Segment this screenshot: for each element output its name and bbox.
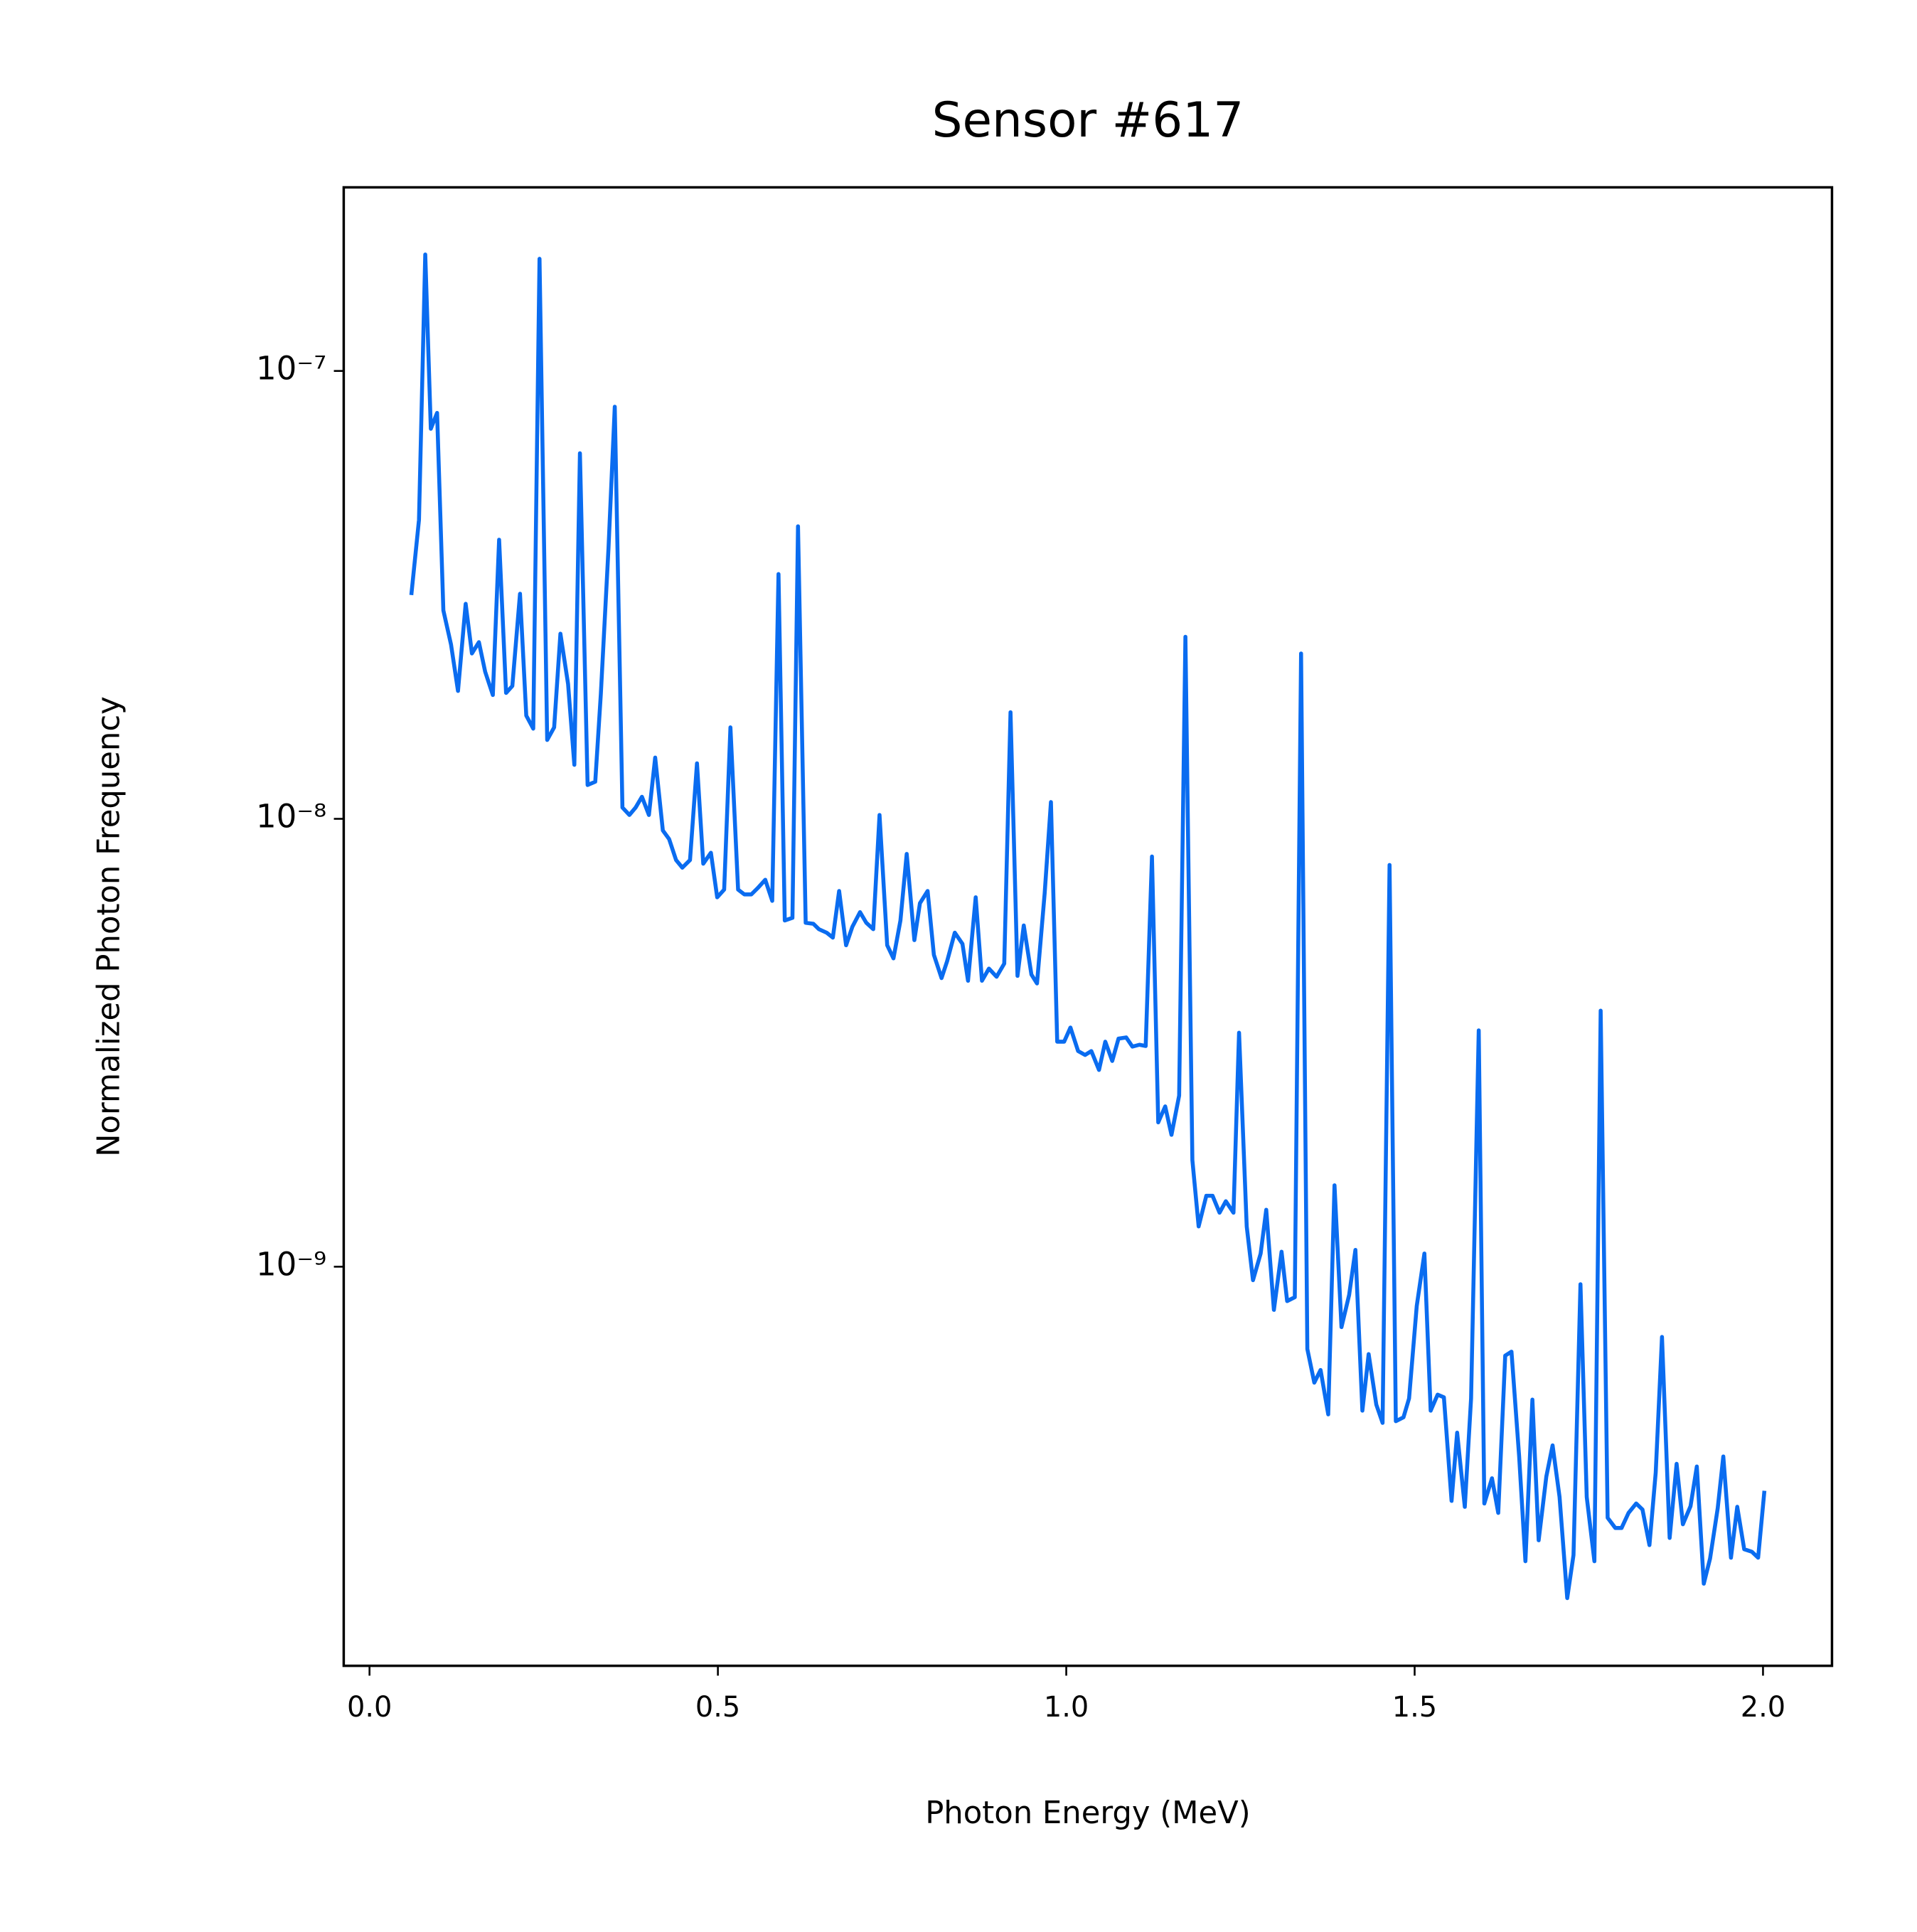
plot-frame (342, 186, 1834, 1667)
y-tick-label: 10⁻⁹ (256, 1245, 326, 1283)
x-tick-label: 1.0 (1044, 1691, 1089, 1724)
x-tick-label: 0.0 (347, 1691, 392, 1724)
y-axis-label: Normalized Photon Frequency (91, 696, 127, 1157)
x-tick-label: 0.5 (695, 1691, 740, 1724)
y-tick-label: 10⁻⁸ (256, 798, 326, 836)
x-tick-label: 2.0 (1741, 1691, 1785, 1724)
chart-title: Sensor #617 (932, 92, 1244, 148)
y-tick-label: 10⁻⁷ (256, 350, 326, 388)
data-line (409, 252, 1767, 1601)
x-axis-label: Photon Energy (MeV) (925, 1795, 1250, 1831)
x-tick-label: 1.5 (1392, 1691, 1437, 1724)
